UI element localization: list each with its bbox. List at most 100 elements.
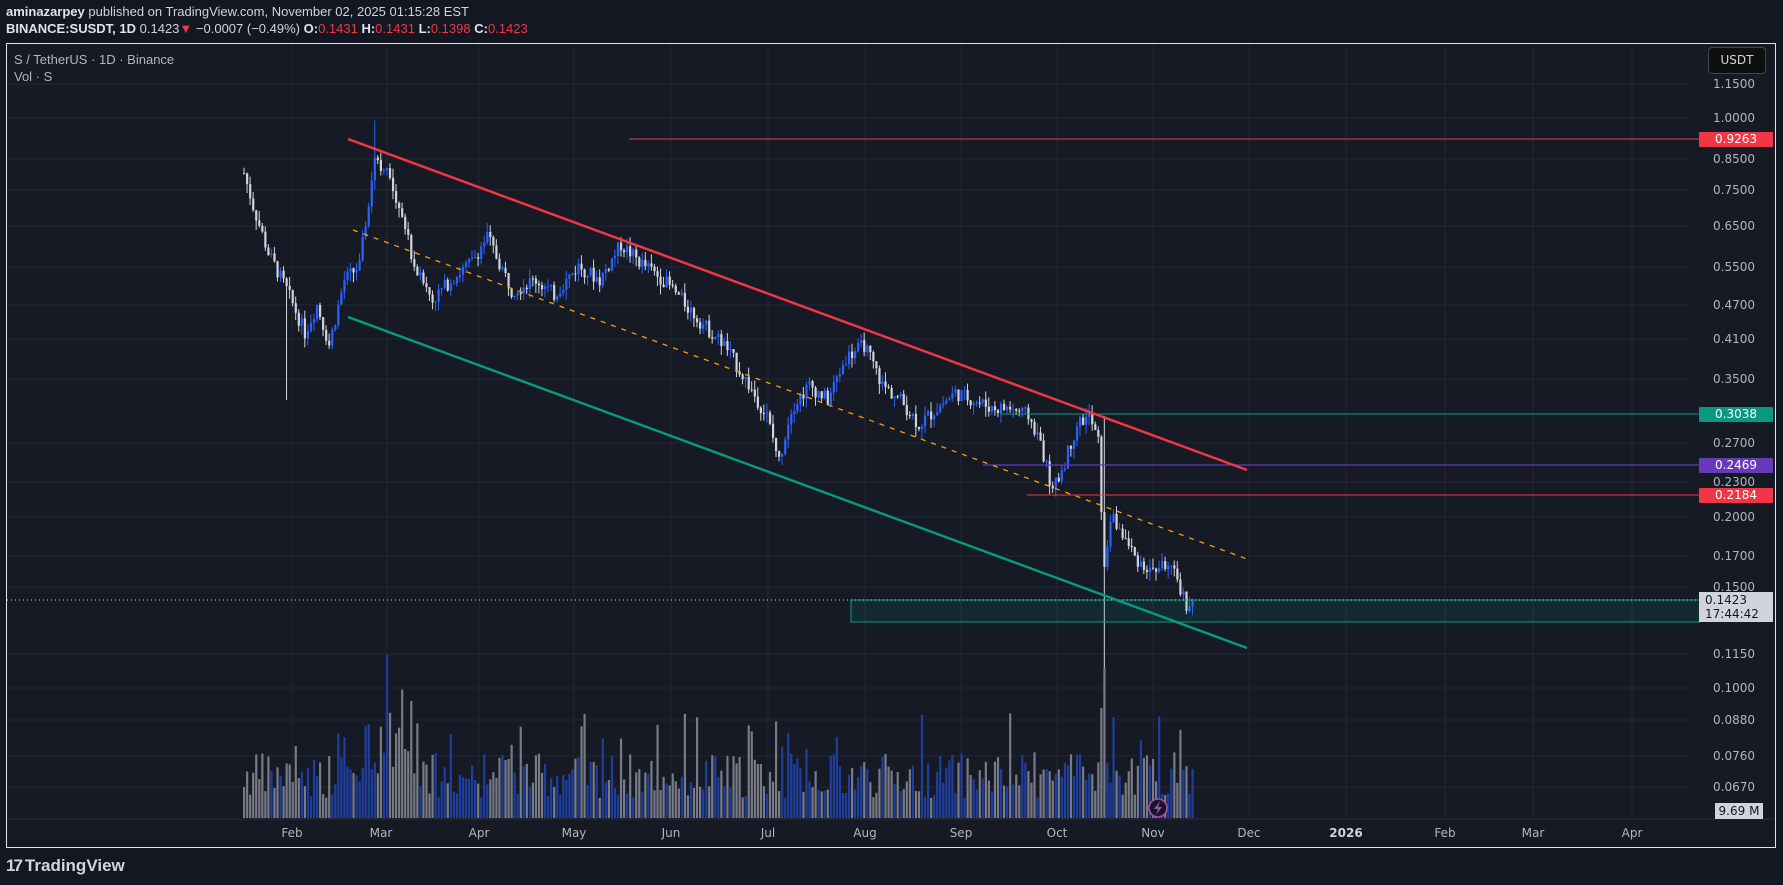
candle-body <box>331 329 334 346</box>
volume-bar <box>516 793 519 818</box>
time-axis-label: Sep <box>949 826 973 840</box>
volume-bar <box>428 793 431 818</box>
volume-bar <box>695 717 699 818</box>
candle-body <box>1112 513 1115 523</box>
candle-body <box>537 283 541 286</box>
last-price-tag: 0.1423 17:44:42 <box>1699 592 1773 622</box>
candle-body <box>1045 461 1048 463</box>
candle-body <box>805 384 808 399</box>
candle-body <box>501 267 504 270</box>
volume-bar <box>899 791 902 818</box>
candle-body <box>917 427 921 430</box>
volume-bar <box>467 779 471 818</box>
candle-body <box>504 267 507 273</box>
volume-bar <box>1088 773 1091 818</box>
chart-legend-title[interactable]: S / TetherUS · 1D · Binance <box>14 52 175 67</box>
volume-bar <box>1051 780 1054 818</box>
volume-bar <box>954 792 957 818</box>
chart-frame[interactable] <box>6 43 1776 848</box>
volume-bar <box>1167 793 1170 818</box>
candle-body <box>355 270 358 273</box>
volume-bar <box>1136 765 1139 818</box>
candle-body <box>1100 436 1103 513</box>
candle-body <box>1091 412 1094 425</box>
volume-bar <box>373 762 376 818</box>
open-value: 0.1431 <box>318 21 358 36</box>
candle-body <box>635 249 638 258</box>
volume-bar <box>623 779 626 818</box>
candle-body <box>334 325 337 330</box>
volume-bar <box>528 787 531 818</box>
candle-body <box>799 394 802 405</box>
candle-body <box>699 322 702 329</box>
candle-body <box>1085 416 1088 425</box>
candle-body <box>477 257 480 259</box>
candle-body <box>367 206 370 227</box>
candle-body <box>1115 513 1118 529</box>
publish-info: aminazarpey published on TradingView.com… <box>6 4 469 19</box>
candle-body <box>677 292 680 295</box>
time-axis-label: Apr <box>1621 826 1643 840</box>
price-axis-label: 0.8500 <box>1713 152 1755 166</box>
volume-bar <box>607 780 610 818</box>
candle-body <box>1121 528 1124 539</box>
candle-body <box>680 292 683 295</box>
candle-body <box>1167 565 1170 570</box>
candle-body <box>1151 567 1155 569</box>
candle-body <box>717 334 720 338</box>
volume-bar <box>425 764 428 818</box>
candle-body <box>750 389 753 391</box>
volume-bar <box>1066 765 1070 818</box>
candle-body <box>1012 409 1015 411</box>
volume-bar <box>534 755 538 818</box>
candle-body <box>723 341 726 346</box>
candle-body <box>811 381 814 388</box>
volume-bar <box>799 768 802 818</box>
volume-bar <box>1039 774 1042 818</box>
volume-bar <box>771 781 775 818</box>
candle-body <box>872 352 875 362</box>
volume-bar <box>464 778 468 818</box>
author-name[interactable]: aminazarpey <box>6 4 85 19</box>
volume-bar <box>571 769 574 818</box>
volume-bar <box>805 749 808 818</box>
volume-bar <box>914 790 918 818</box>
candle-body <box>665 276 668 288</box>
volume-bar <box>847 774 851 818</box>
volume-bar <box>978 770 981 818</box>
candle-body <box>434 301 437 303</box>
candle-body <box>641 259 644 267</box>
currency-button[interactable]: USDT <box>1708 47 1766 74</box>
candle-body <box>632 249 635 257</box>
volume-bar <box>1030 782 1033 818</box>
candle-body <box>975 402 978 404</box>
volume-bar <box>349 769 352 818</box>
volume-legend[interactable]: Vol · S <box>14 69 53 84</box>
volume-bar <box>768 771 772 818</box>
candle-body <box>1179 579 1182 595</box>
candle-body <box>729 349 732 351</box>
volume-bar <box>1079 754 1082 818</box>
volume-bar <box>811 787 814 818</box>
volume-bar <box>592 761 595 818</box>
volume-bar <box>817 789 820 818</box>
candle-body <box>1069 445 1073 449</box>
volume-bar <box>793 764 796 818</box>
candle-body <box>1142 561 1146 570</box>
candle-body <box>309 322 313 331</box>
candle-body <box>984 399 987 407</box>
volume-bar <box>395 733 398 818</box>
volume-bar <box>455 793 458 818</box>
tradingview-logo[interactable]: 17 TradingView <box>6 856 125 876</box>
candle-body <box>686 306 690 313</box>
volume-bar <box>401 689 404 818</box>
candle-body <box>492 237 495 246</box>
candle-body <box>528 278 531 290</box>
candle-body <box>446 279 449 291</box>
candle-body <box>644 259 647 267</box>
volume-bar <box>525 763 528 818</box>
volume-bar <box>243 787 246 818</box>
candle-body <box>547 286 550 288</box>
volume-bar <box>735 763 738 818</box>
